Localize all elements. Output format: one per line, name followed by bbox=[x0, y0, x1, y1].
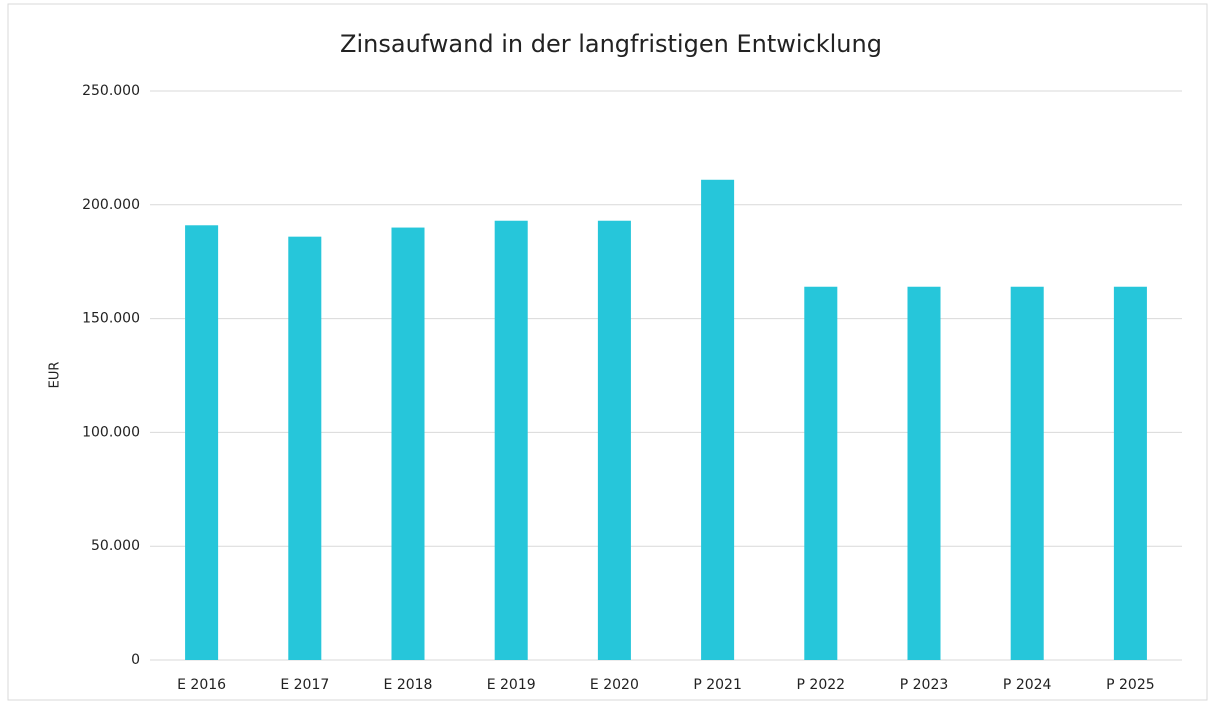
y-axis-label: EUR bbox=[48, 362, 63, 389]
x-tick-label: P 2022 bbox=[797, 677, 846, 693]
x-tick-label: E 2018 bbox=[384, 677, 433, 693]
x-tick-label: P 2024 bbox=[1003, 677, 1052, 693]
x-tick-label: E 2019 bbox=[487, 677, 536, 693]
y-tick-label: 250.000 bbox=[82, 83, 140, 99]
y-tick-label: 200.000 bbox=[82, 197, 140, 213]
x-tick-label: P 2021 bbox=[693, 677, 742, 693]
x-tick-label: P 2025 bbox=[1106, 677, 1155, 693]
bar bbox=[804, 286, 838, 660]
bar bbox=[701, 179, 735, 660]
bar bbox=[494, 220, 528, 660]
y-tick-label: 0 bbox=[131, 652, 140, 668]
bar bbox=[185, 225, 219, 660]
bar bbox=[1113, 286, 1147, 660]
bar bbox=[907, 286, 941, 660]
bar bbox=[597, 220, 631, 660]
x-tick-label: E 2016 bbox=[177, 677, 226, 693]
bar bbox=[1010, 286, 1044, 660]
y-tick-label: 100.000 bbox=[82, 424, 140, 440]
bar bbox=[288, 236, 322, 660]
y-tick-label: 150.000 bbox=[82, 311, 140, 327]
chart-title: Zinsaufwand in der langfristigen Entwick… bbox=[340, 30, 882, 58]
x-tick-label: P 2023 bbox=[900, 677, 949, 693]
y-tick-label: 50.000 bbox=[91, 538, 140, 554]
x-tick-label: E 2017 bbox=[280, 677, 329, 693]
x-tick-label: E 2020 bbox=[590, 677, 639, 693]
bar bbox=[391, 227, 425, 660]
